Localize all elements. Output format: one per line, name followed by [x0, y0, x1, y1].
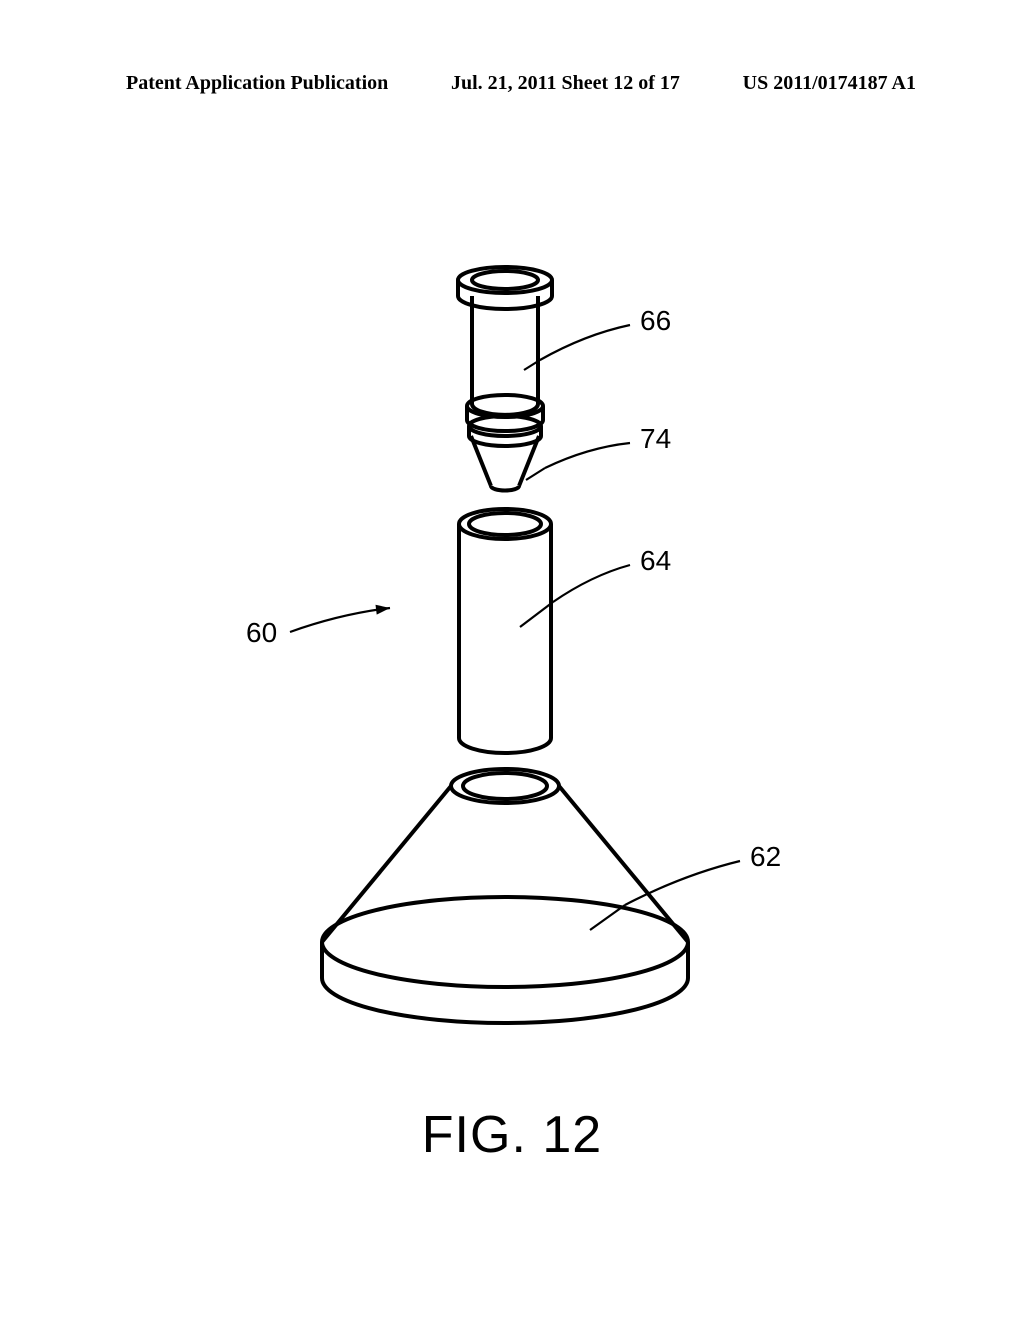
header-right: US 2011/0174187 A1 [743, 72, 916, 102]
page-header: Patent Application Publication Jul. 21, … [0, 72, 1024, 102]
svg-text:74: 74 [640, 423, 671, 454]
header-left: Patent Application Publication [126, 72, 388, 102]
svg-text:60: 60 [246, 617, 277, 648]
figure-svg: 66 74 64 62 60 [0, 130, 1024, 1030]
svg-text:62: 62 [750, 841, 781, 872]
svg-text:66: 66 [640, 305, 671, 336]
figure-12: 66 74 64 62 60 [0, 130, 1024, 1030]
svg-text:64: 64 [640, 545, 671, 576]
figure-caption: FIG. 12 [0, 1105, 1024, 1165]
header-center: Jul. 21, 2011 Sheet 12 of 17 [451, 72, 680, 102]
